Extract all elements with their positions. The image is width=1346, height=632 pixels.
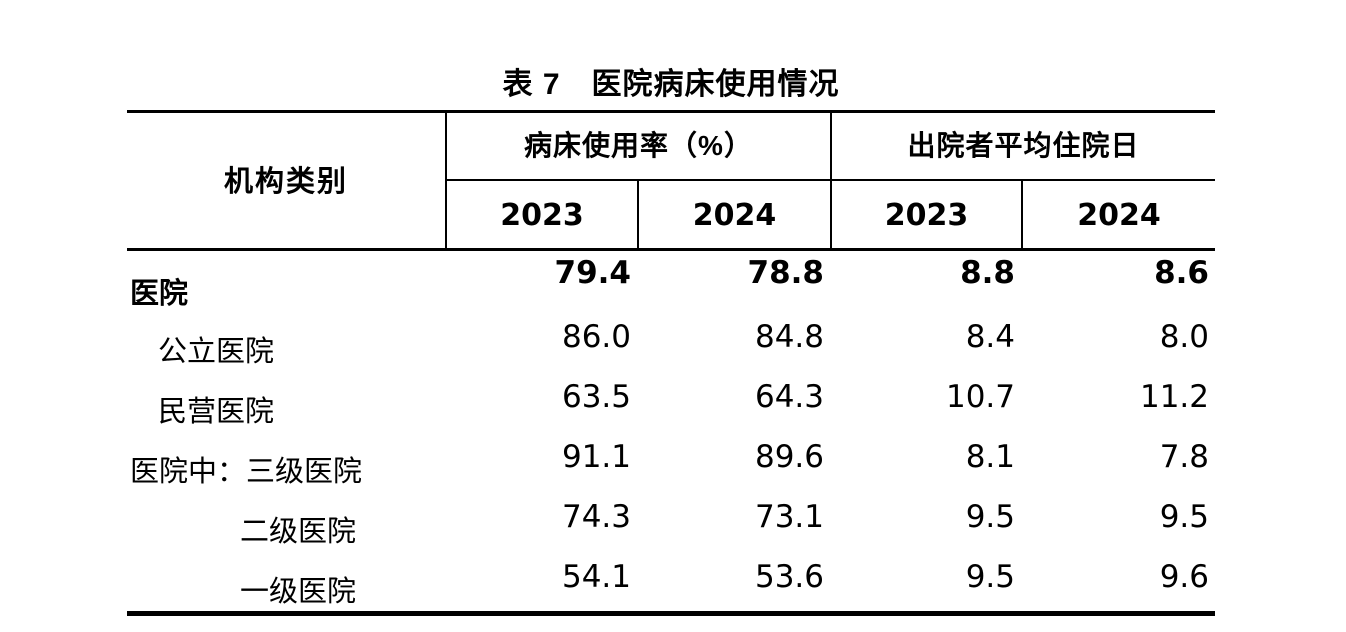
- cell-value: 8.6: [1154, 255, 1209, 291]
- cell-value: 10.7: [945, 379, 1015, 415]
- cell-value: 9.5: [965, 499, 1015, 535]
- cell-value: 7.8: [1159, 439, 1209, 475]
- cell-value: 74.3: [561, 499, 631, 535]
- table-row-primary-hospital: 一级医院 54.1 53.6 9.5 9.6: [127, 551, 1215, 611]
- cell-value: 84.8: [754, 319, 824, 355]
- row-label: 公立医院: [158, 336, 275, 368]
- cell-value: 9.5: [965, 559, 1015, 595]
- header-year-usage-2024: 2024: [637, 181, 830, 251]
- cell-value: 11.2: [1139, 379, 1209, 415]
- table-row-public-hospital: 公立医院 86.0 84.8 8.4 8.0: [127, 311, 1215, 371]
- header-year-stay-2023: 2023: [830, 181, 1021, 251]
- hospital-bed-usage-table: 机构类别 病床使用率（%） 出院者平均住院日 2023 2024 2023 20…: [127, 110, 1215, 616]
- cell-value: 89.6: [754, 439, 824, 475]
- cell-value: 8.0: [1159, 319, 1209, 355]
- cell-value: 78.8: [747, 255, 825, 291]
- cell-value: 64.3: [754, 379, 824, 415]
- cell-value: 63.5: [561, 379, 631, 415]
- cell-value: 53.6: [754, 559, 824, 595]
- cell-value: 54.1: [561, 559, 631, 595]
- table-row-hospital: 医院 79.4 78.8 8.8 8.6: [127, 251, 1215, 311]
- table-row-tertiary-hospital: 医院中：三级医院 91.1 89.6 8.1 7.8: [127, 431, 1215, 491]
- cell-value: 8.1: [965, 439, 1015, 475]
- header-group-avg-stay-days: 出院者平均住院日: [830, 113, 1215, 181]
- header-year-usage-2023: 2023: [445, 181, 637, 251]
- table-header: 机构类别 病床使用率（%） 出院者平均住院日 2023 2024 2023 20…: [127, 113, 1215, 251]
- row-label: 二级医院: [240, 516, 357, 548]
- row-label: 医院: [130, 278, 189, 310]
- cell-value: 8.4: [965, 319, 1015, 355]
- header-org-category: 机构类别: [223, 165, 348, 198]
- table-title: 表 7 医院病床使用情况: [502, 68, 840, 101]
- table-body: 医院 79.4 78.8 8.8 8.6 公立医院 86.0 84.8 8.4 …: [127, 251, 1215, 616]
- cell-value: 86.0: [561, 319, 631, 355]
- row-label: 民营医院: [158, 396, 275, 428]
- table-row-private-hospital: 民营医院 63.5 64.3 10.7 11.2: [127, 371, 1215, 431]
- cell-value: 9.5: [1159, 499, 1209, 535]
- table-row-secondary-hospital: 二级医院 74.3 73.1 9.5 9.5: [127, 491, 1215, 551]
- cell-value: 8.8: [960, 255, 1015, 291]
- row-label: 医院中：三级医院: [130, 456, 363, 488]
- cell-value: 91.1: [561, 439, 631, 475]
- header-group-bed-usage-rate: 病床使用率（%）: [445, 113, 830, 181]
- cell-value: 79.4: [554, 255, 632, 291]
- row-label: 一级医院: [240, 576, 357, 608]
- cell-value: 73.1: [754, 499, 824, 535]
- header-year-stay-2024: 2024: [1021, 181, 1215, 251]
- cell-value: 9.6: [1159, 559, 1209, 595]
